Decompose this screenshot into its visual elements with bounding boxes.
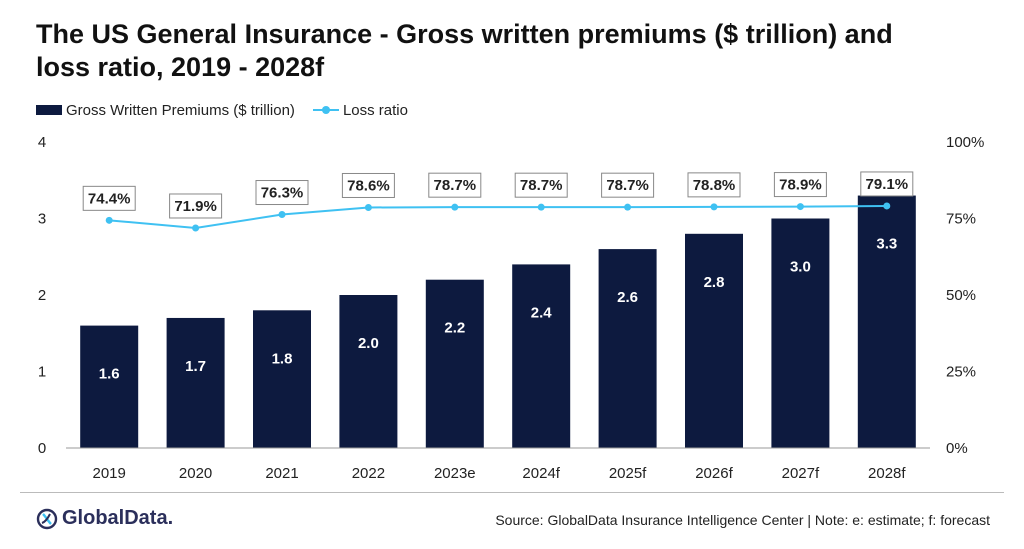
loss-ratio-label: 78.6% — [347, 177, 390, 194]
bar — [771, 218, 830, 448]
source-note: Source: GlobalData Insurance Intelligenc… — [495, 512, 990, 528]
legend-item-loss-ratio: Loss ratio — [312, 101, 408, 119]
loss-ratio-label: 78.7% — [520, 177, 563, 194]
bar — [512, 264, 571, 448]
x-tick-label: 2021 — [265, 465, 298, 482]
bar — [685, 233, 743, 448]
loss-ratio-label-box — [601, 172, 655, 198]
bar-data-label: 2.8 — [704, 274, 725, 291]
bar-data-label: 1.7 — [185, 358, 206, 375]
y-left-tick-label: 1 — [38, 364, 46, 381]
x-tick-label: 2028f — [868, 465, 906, 482]
y-left-tick-label: 2 — [38, 287, 46, 304]
y-left-tick-label: 0 — [38, 440, 46, 457]
y-right-tick-label: 50% — [946, 287, 976, 304]
bar — [80, 325, 139, 448]
bar-data-label: 1.6 — [99, 366, 120, 383]
loss-ratio-point — [537, 203, 545, 211]
loss-ratio-point — [105, 216, 113, 224]
x-tick-label: 2023e — [434, 465, 476, 482]
bar-data-label: 3.3 — [876, 236, 897, 253]
loss-ratio-point — [624, 203, 632, 211]
y-right-tick-label: 75% — [946, 211, 976, 228]
bar — [598, 249, 657, 448]
bar — [857, 195, 916, 448]
loss-ratio-point — [710, 203, 718, 211]
x-tick-label: 2019 — [93, 465, 126, 482]
loss-ratio-point — [364, 203, 372, 211]
loss-ratio-point — [796, 203, 804, 211]
loss-ratio-label: 71.9% — [174, 198, 217, 215]
x-tick-label: 2024f — [522, 465, 560, 482]
loss-ratio-label: 78.7% — [434, 177, 477, 194]
loss-ratio-label-box — [428, 172, 482, 198]
loss-ratio-label-box — [82, 185, 136, 211]
bar-data-label: 1.8 — [272, 350, 293, 367]
logo-text: GlobalData. — [62, 507, 174, 529]
loss-ratio-label-box — [687, 172, 741, 198]
y-right-tick-label: 100% — [946, 134, 984, 151]
loss-ratio-label-box — [514, 172, 568, 198]
loss-ratio-label: 78.7% — [606, 177, 649, 194]
loss-ratio-label-box — [860, 171, 914, 197]
loss-ratio-label: 78.9% — [779, 177, 822, 194]
loss-ratio-label: 74.4% — [88, 190, 131, 207]
loss-ratio-label: 78.8% — [693, 177, 736, 194]
loss-ratio-point — [883, 202, 891, 210]
bar — [339, 295, 398, 448]
bar-data-label: 2.2 — [444, 320, 465, 337]
bar — [425, 279, 484, 448]
legend-label-loss-ratio: Loss ratio — [342, 101, 408, 119]
x-tick-label: 2020 — [179, 465, 212, 482]
x-tick-label: 2025f — [609, 465, 647, 482]
loss-ratio-label-box — [773, 172, 827, 198]
bar — [253, 310, 311, 448]
loss-ratio-label-box — [341, 172, 395, 198]
loss-ratio-point — [451, 203, 459, 211]
bar-data-label: 2.4 — [531, 304, 553, 321]
legend: Gross Written Premiums ($ trillion) Loss… — [36, 100, 426, 120]
bar-data-label: 2.0 — [358, 335, 379, 352]
legend-item-premiums: Gross Written Premiums ($ trillion) — [36, 102, 295, 119]
legend-line-swatch — [312, 105, 339, 115]
loss-ratio-label-box — [169, 193, 223, 219]
globaldata-logo: GlobalData. — [36, 507, 173, 530]
y-left-tick-label: 4 — [38, 134, 46, 151]
footer-divider — [20, 492, 1004, 493]
loss-ratio-label: 79.1% — [866, 176, 909, 193]
bar-data-label: 2.6 — [617, 289, 638, 306]
loss-ratio-line — [109, 204, 887, 229]
y-left-tick-label: 3 — [38, 211, 46, 228]
loss-ratio-label-box — [255, 180, 309, 206]
legend-label-premiums: Gross Written Premiums ($ trillion) — [66, 101, 295, 119]
legend-bar-swatch — [36, 105, 62, 115]
loss-ratio-point — [278, 211, 286, 219]
bar — [166, 317, 225, 448]
x-tick-label: 2026f — [695, 465, 733, 482]
globaldata-logo-icon — [36, 508, 58, 529]
chart-title: The US General Insurance - Gross written… — [36, 19, 893, 82]
y-right-tick-label: 0% — [946, 440, 968, 457]
y-right-tick-label: 25% — [946, 364, 976, 381]
x-tick-label: 2022 — [352, 465, 385, 482]
x-tick-label: 2027f — [782, 465, 820, 482]
loss-ratio-point — [192, 224, 200, 232]
bar-data-label: 3.0 — [790, 259, 811, 276]
loss-ratio-label: 76.3% — [261, 185, 304, 202]
